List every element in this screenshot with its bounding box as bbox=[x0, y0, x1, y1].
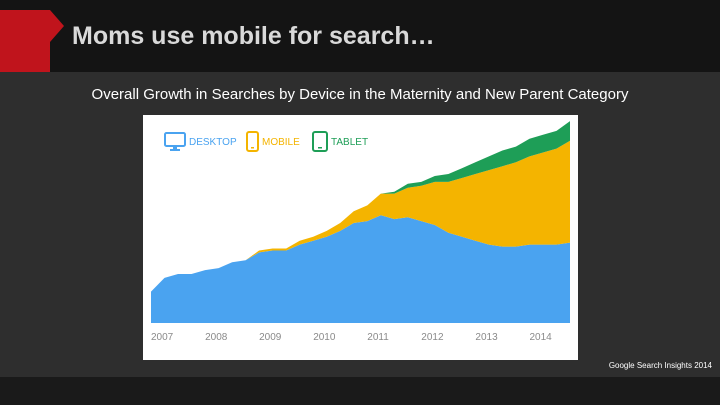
chart-panel: DESKTOP MOBILE TABLET 2007 2008 2009 2010 2011… bbox=[143, 115, 578, 360]
x-axis: 2007 2008 2009 2010 2011 2012 2013 2014 bbox=[151, 332, 552, 343]
legend-item-mobile: MOBILE bbox=[246, 131, 300, 152]
mobile-icon bbox=[246, 131, 259, 152]
legend-label-desktop: DESKTOP bbox=[189, 137, 237, 148]
title-bar bbox=[0, 0, 720, 72]
x-tick-label: 2010 bbox=[313, 332, 336, 343]
x-tick-label: 2008 bbox=[205, 332, 228, 343]
legend-label-mobile: MOBILE bbox=[262, 137, 300, 148]
area-chart: DESKTOP MOBILE TABLET 2007 2008 2009 2010 2011… bbox=[151, 121, 570, 343]
slide-title: Moms use mobile for search… bbox=[72, 22, 435, 50]
chart-areas bbox=[151, 121, 570, 323]
tablet-icon bbox=[312, 131, 328, 152]
area-desktop bbox=[151, 215, 570, 323]
red-accent-arrow bbox=[50, 10, 64, 42]
legend-label-tablet: TABLET bbox=[331, 137, 368, 148]
x-tick-label: 2007 bbox=[151, 332, 174, 343]
legend-item-desktop: DESKTOP bbox=[164, 132, 237, 151]
red-accent-block bbox=[0, 10, 50, 72]
x-tick-label: 2014 bbox=[530, 332, 553, 343]
chart-subtitle: Overall Growth in Searches by Device in … bbox=[91, 86, 629, 103]
desktop-icon bbox=[164, 132, 186, 151]
x-tick-label: 2011 bbox=[367, 332, 389, 343]
area-mobile bbox=[151, 140, 570, 292]
bottom-bar bbox=[0, 377, 720, 405]
x-tick-label: 2009 bbox=[259, 332, 282, 343]
chart-legend: DESKTOP MOBILE TABLET bbox=[164, 131, 368, 152]
x-tick-label: 2012 bbox=[421, 332, 444, 343]
source-caption: Google Search Insights 2014 bbox=[608, 361, 712, 370]
legend-item-tablet: TABLET bbox=[312, 131, 368, 152]
x-tick-label: 2013 bbox=[475, 332, 498, 343]
